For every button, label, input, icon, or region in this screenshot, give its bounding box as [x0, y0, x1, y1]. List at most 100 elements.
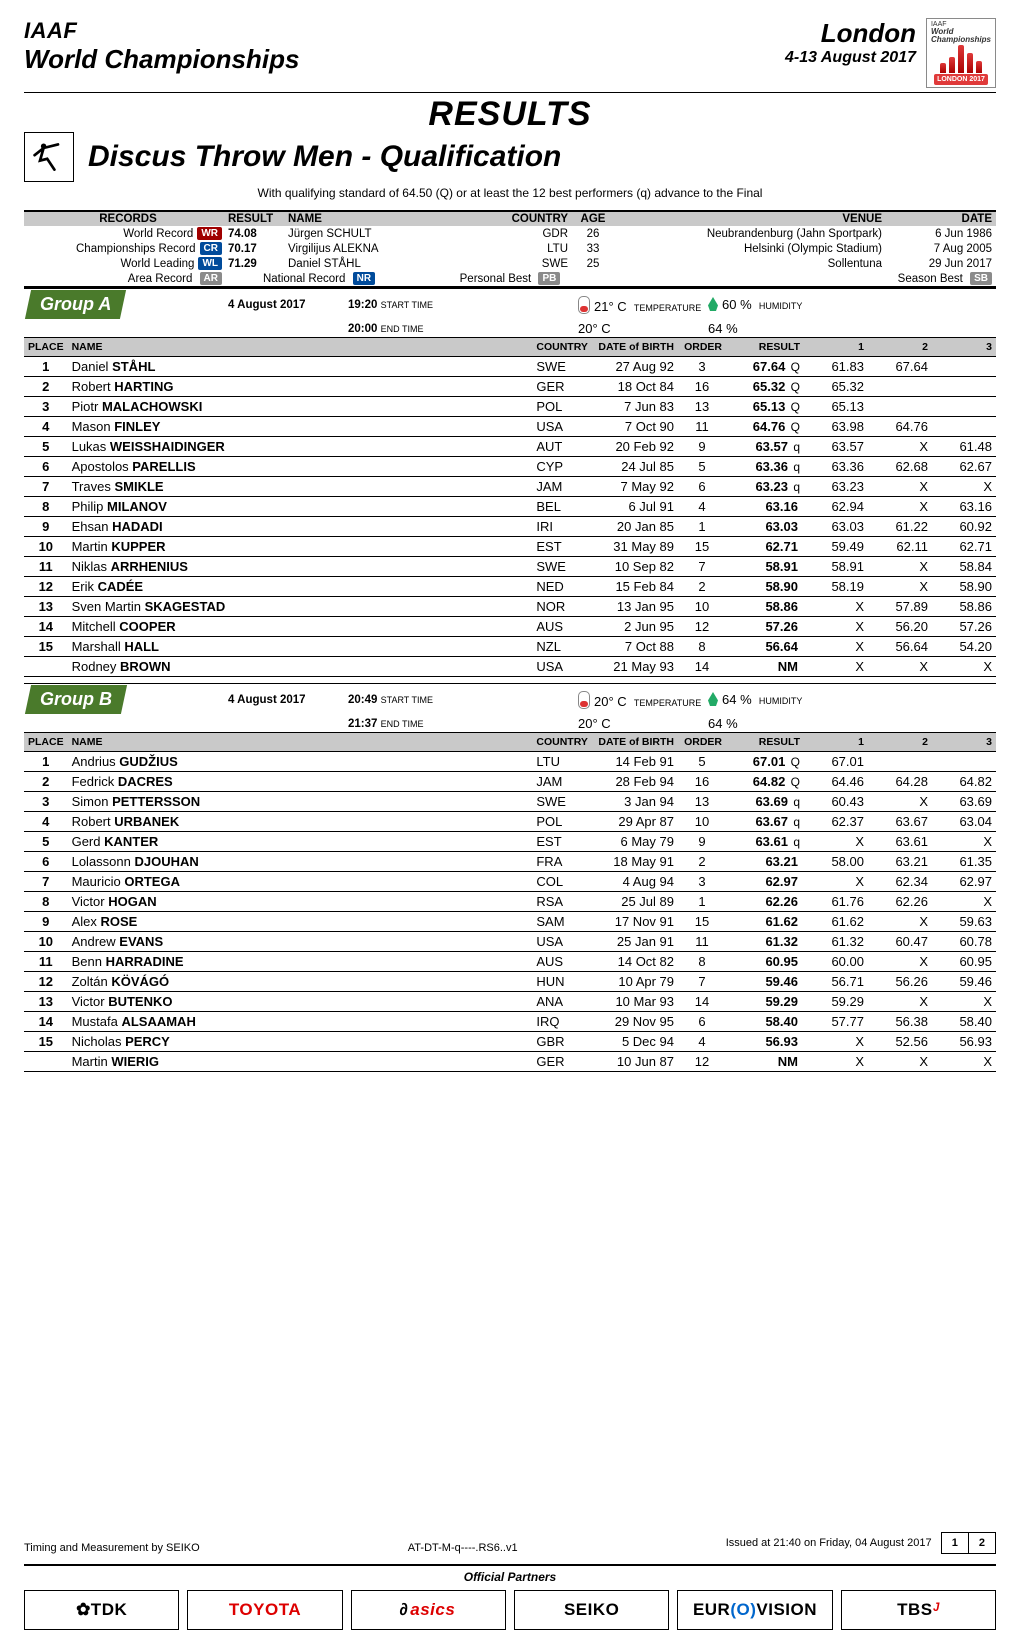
cell-order: 15 — [678, 912, 726, 932]
cell-attempt2: X — [868, 1052, 932, 1072]
discipline-pictogram-icon — [24, 132, 74, 182]
cell-dob: 14 Oct 82 — [594, 952, 678, 972]
cell-attempt3: 60.78 — [932, 932, 996, 952]
cell-place: 8 — [24, 497, 68, 517]
cell-place: 1 — [24, 752, 68, 772]
table-row: 4 Robert URBANEK POL 29 Apr 87 10 63.67 … — [24, 812, 996, 832]
cell-result: 58.91 — [726, 557, 804, 577]
cell-place: 9 — [24, 912, 68, 932]
cell-attempt1: X — [804, 617, 868, 637]
cell-order: 4 — [678, 497, 726, 517]
col-dob: DATE of BIRTH — [594, 733, 678, 752]
cell-order: 10 — [678, 597, 726, 617]
group-date: 4 August 2017 — [228, 299, 348, 311]
cell-order: 4 — [678, 1032, 726, 1052]
partners-caption: Official Partners — [24, 1570, 996, 1584]
record-date: 6 Jun 1986 — [882, 228, 992, 240]
cell-attempt2: 62.34 — [868, 872, 932, 892]
cell-country: AUS — [532, 952, 594, 972]
table-row: 8 Victor HOGAN RSA 25 Jul 89 1 62.26 61.… — [24, 892, 996, 912]
cell-result: 63.57 q — [726, 437, 804, 457]
table-row: 5 Lukas WEISSHAIDINGER AUT 20 Feb 92 9 6… — [24, 437, 996, 457]
cell-order: 5 — [678, 752, 726, 772]
record-label: World LeadingWL — [28, 257, 228, 270]
cell-order: 13 — [678, 792, 726, 812]
humidity-icon — [708, 297, 718, 311]
qualification-caption: With qualifying standard of 64.50 (Q) or… — [24, 186, 996, 200]
cell-country: JAM — [532, 772, 594, 792]
cell-name: Piotr MALACHOWSKI — [68, 397, 533, 417]
col-age: AGE — [568, 213, 618, 225]
thermometer-icon — [578, 296, 590, 314]
cell-dob: 20 Feb 92 — [594, 437, 678, 457]
cell-attempt2: 56.38 — [868, 1012, 932, 1032]
table-row: 12 Zoltán KÖVÁGÓ HUN 10 Apr 79 7 59.46 5… — [24, 972, 996, 992]
cell-attempt3: 62.71 — [932, 537, 996, 557]
cell-dob: 24 Jul 85 — [594, 457, 678, 477]
cell-place: 2 — [24, 377, 68, 397]
record-badge: WL — [198, 257, 222, 270]
col-attempt1: 1 — [804, 338, 868, 357]
logo-top-text: IAAF World Championships — [931, 21, 991, 44]
partner-logo: EUR(O)VISION — [677, 1590, 832, 1630]
table-row: 11 Benn HARRADINE AUS 14 Oct 82 8 60.95 … — [24, 952, 996, 972]
cell-attempt2: 52.56 — [868, 1032, 932, 1052]
record-name: Jürgen SCHULT — [288, 228, 458, 240]
cell-place: 13 — [24, 992, 68, 1012]
cell-attempt3: 58.84 — [932, 557, 996, 577]
cell-result: 58.86 — [726, 597, 804, 617]
cell-name: Lolassonn DJOUHAN — [68, 852, 533, 872]
cell-dob: 14 Feb 91 — [594, 752, 678, 772]
cell-attempt3: X — [932, 892, 996, 912]
group-caption-cell: Group B — [28, 685, 228, 714]
logo-line3: Championships — [931, 36, 991, 44]
record-venue: Sollentuna — [618, 258, 882, 270]
cell-dob: 7 Oct 88 — [594, 637, 678, 657]
cell-attempt2: 62.26 — [868, 892, 932, 912]
cell-name: Andrius GUDŽIUS — [68, 752, 533, 772]
cell-attempt1: 65.32 — [804, 377, 868, 397]
cell-order: 6 — [678, 477, 726, 497]
cell-attempt3: 59.46 — [932, 972, 996, 992]
cell-attempt3 — [932, 397, 996, 417]
cell-result: 62.97 — [726, 872, 804, 892]
cell-result: 64.82 Q — [726, 772, 804, 792]
table-row: 8 Philip MILANOV BEL 6 Jul 91 4 63.16 62… — [24, 497, 996, 517]
table-row: 1 Andrius GUDŽIUS LTU 14 Feb 91 5 67.01 … — [24, 752, 996, 772]
col-place: PLACE — [24, 733, 68, 752]
cell-result: 62.26 — [726, 892, 804, 912]
table-row: 14 Mustafa ALSAAMAH IRQ 29 Nov 95 6 58.4… — [24, 1012, 996, 1032]
cell-attempt1: 67.01 — [804, 752, 868, 772]
record-country: SWE — [458, 258, 568, 270]
cell-place: 8 — [24, 892, 68, 912]
cell-result: 58.90 — [726, 577, 804, 597]
col-attempt3: 3 — [932, 733, 996, 752]
table-row: 15 Nicholas PERCY GBR 5 Dec 94 4 56.93 X… — [24, 1032, 996, 1052]
cell-order: 9 — [678, 437, 726, 457]
cell-country: EST — [532, 832, 594, 852]
col-dob: DATE of BIRTH — [594, 338, 678, 357]
table-head-row: PLACE NAME COUNTRY DATE of BIRTH ORDER R… — [24, 733, 996, 752]
cell-result: NM — [726, 657, 804, 677]
cell-attempt2: X — [868, 557, 932, 577]
record-result: 74.08 — [228, 228, 288, 240]
cell-name: Mustafa ALSAAMAH — [68, 1012, 533, 1032]
cell-attempt1: X — [804, 1052, 868, 1072]
col-result: RESULT — [228, 213, 288, 225]
records-extra-row: Area Record AR National Record NR Person… — [24, 271, 996, 286]
col-place: PLACE — [24, 338, 68, 357]
record-date: 29 Jun 2017 — [882, 258, 992, 270]
cell-country: FRA — [532, 852, 594, 872]
cell-result: 57.26 — [726, 617, 804, 637]
cell-attempt1: 64.46 — [804, 772, 868, 792]
cell-place: 14 — [24, 1012, 68, 1032]
cell-result: 56.93 — [726, 1032, 804, 1052]
table-row: 5 Gerd KANTER EST 6 May 79 9 63.61 q X 6… — [24, 832, 996, 852]
cell-attempt1: 62.94 — [804, 497, 868, 517]
area-record-text: Area Record — [128, 273, 193, 285]
cell-name: Fedrick DACRES — [68, 772, 533, 792]
header-rule — [24, 92, 996, 93]
cell-order: 14 — [678, 992, 726, 1012]
cell-attempt3: 58.86 — [932, 597, 996, 617]
group-header-row2: 20:00 END TIME 20° C 64 % — [24, 320, 996, 337]
